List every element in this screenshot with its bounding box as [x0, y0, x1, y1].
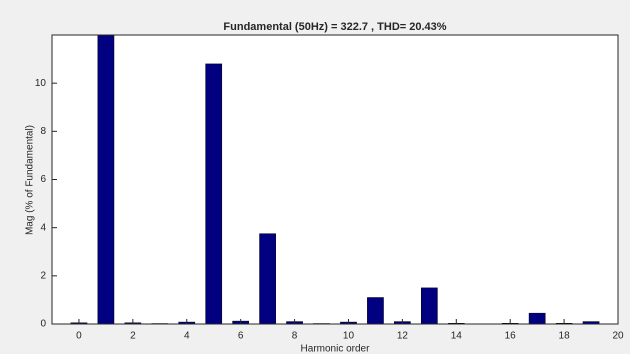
y-axis-label: Mag (% of Fundamental)	[25, 125, 36, 235]
x-axis-label: Harmonic order	[301, 344, 371, 354]
y-tick-label: 0	[40, 319, 46, 330]
y-tick-label: 6	[40, 174, 46, 185]
x-tick-label: 20	[612, 331, 624, 342]
x-tick-label: 10	[343, 331, 355, 342]
x-tick-label: 12	[397, 331, 409, 342]
x-tick-label: 16	[505, 331, 517, 342]
chart-title: Fundamental (50Hz) = 322.7 , THD= 20.43%	[223, 21, 446, 33]
plot-area	[52, 35, 618, 324]
bar	[205, 63, 223, 324]
x-tick-label: 4	[184, 331, 190, 342]
bar	[259, 233, 276, 324]
bar	[97, 35, 115, 324]
x-tick-label: 2	[130, 331, 136, 342]
y-tick-label: 8	[40, 126, 46, 137]
x-tick-label: 14	[451, 331, 463, 342]
x-tick-label: 8	[292, 331, 298, 342]
bar	[528, 312, 546, 324]
bar	[582, 321, 600, 324]
bar	[367, 297, 384, 324]
x-tick-label: 6	[238, 331, 244, 342]
x-tick-label: 0	[76, 331, 82, 342]
y-tick-label: 4	[40, 222, 46, 233]
y-tick-label: 10	[35, 78, 47, 89]
y-tick-label: 2	[40, 270, 46, 281]
x-tick-label: 18	[559, 331, 571, 342]
bar	[420, 287, 438, 324]
bars	[70, 35, 600, 324]
